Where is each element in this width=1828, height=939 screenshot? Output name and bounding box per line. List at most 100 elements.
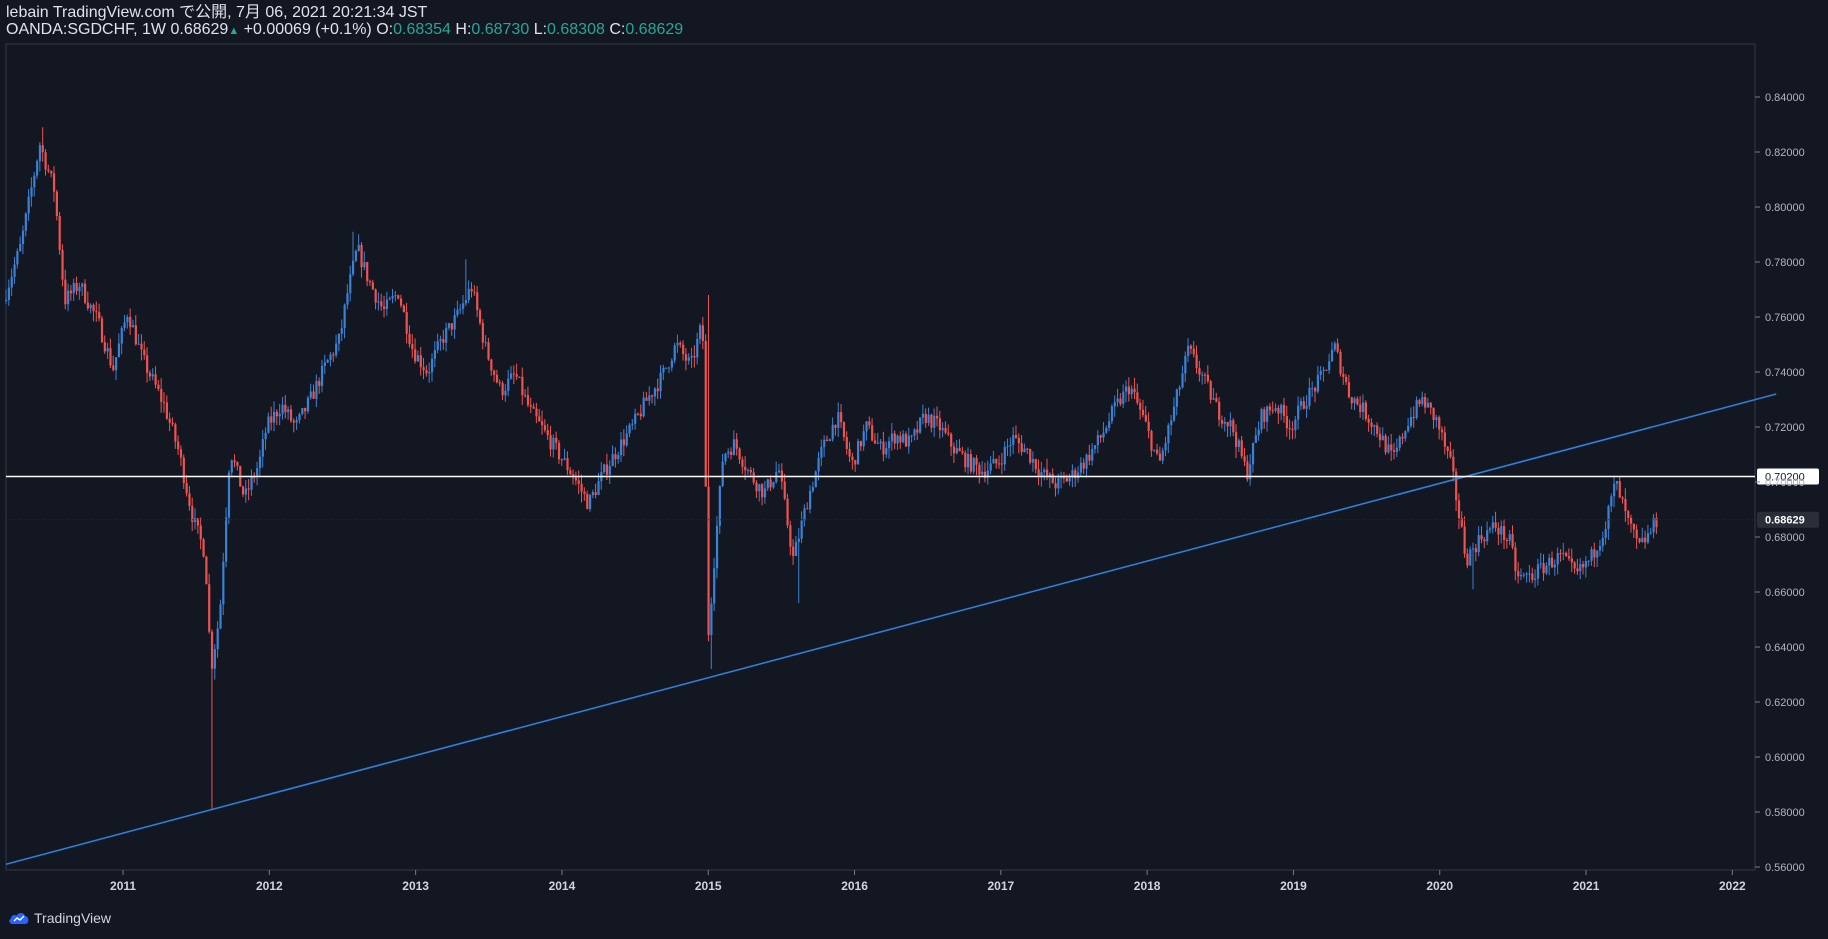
candle-body (580, 483, 583, 492)
candle-body (236, 462, 239, 466)
candle-body (555, 437, 558, 443)
candle-body (241, 486, 245, 495)
candle-body (1404, 431, 1407, 439)
candle-body (61, 250, 64, 280)
candle-body (1466, 553, 1469, 566)
candle-body (134, 325, 137, 345)
candle-body (986, 470, 989, 478)
candle-body (261, 439, 264, 457)
candle-body (950, 433, 953, 447)
candle-body (1218, 401, 1221, 420)
candle-body (1412, 416, 1415, 418)
candle-body (1170, 420, 1173, 426)
candle-body (219, 604, 222, 629)
candle-body (244, 488, 247, 495)
candle-body (893, 433, 896, 444)
candle-body (783, 481, 786, 499)
candle-body (75, 283, 78, 292)
candle-body (1328, 361, 1331, 371)
candle-body (1206, 374, 1210, 382)
candle-body (50, 170, 53, 174)
candle-body (840, 412, 843, 423)
candle-body (1613, 483, 1616, 497)
candle-body (710, 603, 713, 636)
trend-line[interactable] (5, 393, 1777, 866)
candle-body (95, 311, 98, 313)
candle-body (933, 415, 936, 428)
candle-body (794, 541, 798, 557)
candle-body (481, 322, 484, 343)
candle-body (473, 291, 476, 293)
candle-body (526, 395, 530, 406)
candle-body (36, 161, 39, 176)
candle-body (208, 584, 211, 632)
candle-body (1477, 535, 1480, 553)
candle-body (357, 244, 360, 252)
candle-body (865, 421, 868, 432)
price-tick-label: 0.78000 (1765, 257, 1805, 269)
candle-body (1226, 421, 1229, 427)
candle-body (1457, 500, 1461, 519)
candle-body (1249, 464, 1252, 480)
candle-body (177, 441, 180, 450)
candle-body (1116, 398, 1119, 403)
candle-body (1274, 407, 1277, 411)
candle-body (916, 429, 919, 433)
candle-body (693, 355, 696, 358)
candle-body (777, 470, 781, 473)
candle-body (1525, 573, 1528, 575)
candle-body (1618, 481, 1621, 498)
symbol-label[interactable]: OANDA:SGDCHF, 1W (6, 21, 167, 38)
candle-body (1119, 398, 1122, 404)
candle-body (273, 411, 276, 423)
candle-body (487, 342, 490, 360)
candle-body (1110, 406, 1114, 422)
candle-body (1624, 499, 1627, 512)
candle-body (100, 318, 104, 343)
candle-body (718, 486, 721, 526)
candle-body (1429, 402, 1432, 408)
candle-body (651, 395, 654, 397)
candle-body (1333, 343, 1336, 350)
candle-body (617, 454, 620, 460)
candle-body (1085, 454, 1088, 469)
candle-body (267, 416, 270, 433)
candle-body (428, 372, 431, 374)
candle-body (524, 395, 527, 397)
candle-body (755, 482, 758, 492)
candle-body (1511, 534, 1514, 548)
time-axis[interactable]: 2011 2012 2013 2014 2015 2016 2017 2018 2019 2020… (110, 870, 1746, 893)
time-tick-label: 2013 (402, 879, 429, 893)
candle-body (1432, 407, 1435, 421)
candle-body (199, 525, 202, 540)
candle-body (185, 483, 188, 494)
candle-body (1139, 402, 1142, 410)
candle-body (645, 397, 648, 401)
candle-body (459, 308, 462, 310)
candle-body (935, 415, 939, 419)
candle-body (258, 456, 262, 469)
price-axis[interactable]: 0.56000 0.58000 0.60000 0.62000 0.64000 0.660… (1755, 92, 1805, 874)
tradingview-logo[interactable]: TradingView (8, 910, 111, 926)
price-tick-label: 0.70000 (1765, 477, 1805, 489)
candle-body (1652, 518, 1655, 533)
candle-body (478, 310, 482, 323)
candle-body (416, 355, 420, 362)
candle-body (408, 333, 411, 345)
candle-body (335, 343, 338, 356)
candle-body (92, 304, 95, 312)
candle-body (504, 390, 507, 396)
up-arrow-icon: ▲ (228, 25, 240, 37)
candle-body (397, 295, 400, 299)
candle-body (21, 230, 25, 245)
candle-body (278, 413, 281, 417)
candle-body (1486, 530, 1489, 542)
candle-body (574, 477, 578, 481)
candle-body (1424, 397, 1427, 408)
candle-body (1254, 435, 1257, 443)
candle-body (1350, 397, 1353, 404)
candle-body (1046, 469, 1049, 478)
candle-body (713, 568, 716, 604)
candle-body (467, 288, 470, 301)
